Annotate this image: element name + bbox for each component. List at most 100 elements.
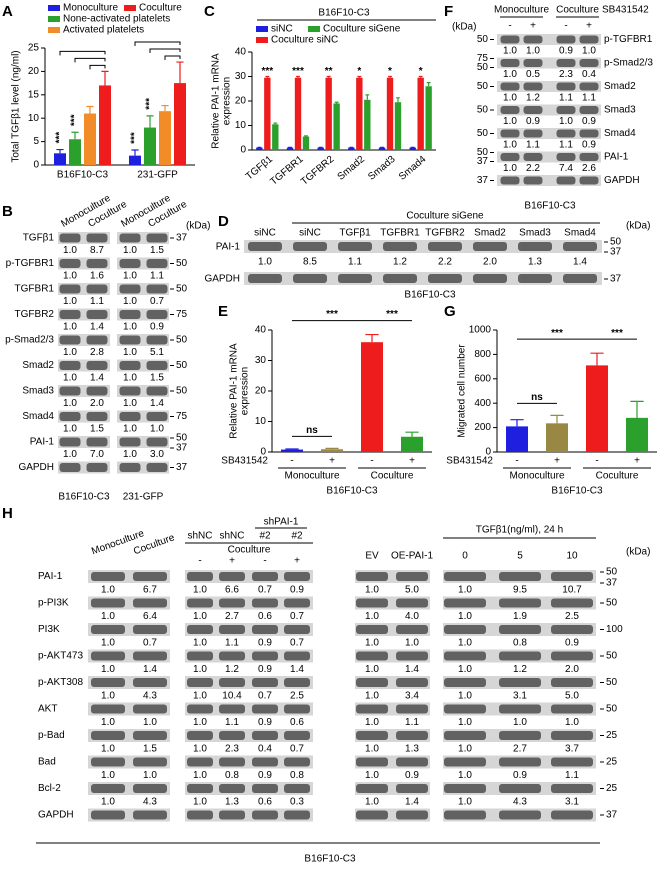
blot-band (356, 651, 388, 661)
quantification: 1.4 (90, 322, 104, 333)
marker-label: 50 (610, 237, 622, 248)
blot-band (59, 259, 81, 268)
quantification: 1.0 (150, 424, 164, 435)
quantification: 0.4 (582, 69, 596, 80)
x-tick-label: 231-GFP (137, 170, 178, 181)
treatment-label: SB431542 (602, 5, 649, 16)
error-bar (56, 148, 64, 154)
group-header: Coculture (556, 5, 599, 16)
quantification: 1.4 (405, 797, 419, 808)
y-tick-label: 25 (28, 43, 40, 54)
bar (54, 153, 66, 165)
quantification: 1.0 (503, 163, 517, 174)
blot-strip (185, 702, 313, 716)
quantification: 1.1 (90, 296, 104, 307)
blot-band (556, 153, 576, 161)
quantification: 2.0 (565, 664, 579, 675)
bar (272, 124, 279, 150)
quantification: 1.0 (63, 245, 77, 256)
blot-band (91, 757, 125, 767)
blot-band (119, 412, 141, 421)
blot-band (500, 59, 520, 67)
significance: *** (611, 328, 623, 339)
quantification: 1.0 (63, 449, 77, 460)
blot-band (563, 242, 597, 251)
quantification: 8.5 (303, 257, 317, 268)
blot-band (556, 129, 576, 138)
quantification: 3.1 (513, 691, 527, 702)
bar (174, 83, 186, 165)
blot-band (444, 598, 486, 608)
blot-band (338, 274, 372, 283)
blot-band (252, 731, 278, 740)
quantification: 1.0 (193, 638, 207, 649)
lane-super: shPAI-1 (264, 517, 299, 528)
bar (364, 99, 371, 150)
blot-band (86, 412, 108, 421)
quantification: 4.3 (143, 797, 157, 808)
significance: * (388, 66, 392, 77)
quantification: 1.0 (63, 373, 77, 384)
bar (294, 77, 302, 150)
marker-label: 50 (176, 386, 188, 397)
blot-footer: B16F10-C3 (524, 201, 576, 212)
blot-band (284, 651, 310, 661)
quantification: 0.5 (526, 69, 540, 80)
blot-band (356, 810, 388, 820)
blot-band (146, 386, 168, 396)
blot-band (219, 598, 245, 608)
blot-band (133, 572, 167, 581)
lane-header: shNC (187, 531, 212, 542)
blot-band (59, 463, 81, 472)
quantification: 1.0 (101, 744, 115, 755)
blot-band (219, 572, 245, 581)
y-tick-label: 5 (33, 136, 39, 147)
quantification: 1.0 (458, 744, 472, 755)
legend-label: Activated platelets (63, 25, 144, 36)
blot-band (579, 176, 599, 185)
blot-band (248, 274, 282, 283)
blot-band (396, 731, 428, 740)
quantification: 4.0 (405, 611, 419, 622)
quantification: 1.0 (258, 257, 272, 268)
blot-strip (185, 676, 313, 689)
quantification: 1.3 (405, 744, 419, 755)
marker-label: 75 (176, 411, 188, 422)
significance: *** (386, 309, 398, 320)
blot-band (551, 731, 593, 740)
marker-label: 37 (610, 274, 622, 285)
blot-band (500, 82, 520, 91)
quantification: 2.7 (225, 611, 239, 622)
quantification: 1.1 (348, 257, 362, 268)
blot-band (579, 59, 599, 67)
blot-band (499, 651, 541, 661)
x-tick-label: Smad3 (366, 154, 398, 183)
y-tick-label: 0 (33, 160, 39, 171)
blot-band (86, 310, 108, 319)
error-bar (296, 75, 300, 78)
bar (325, 77, 332, 150)
blot-band (396, 651, 428, 661)
kda-label: (kDa) (626, 547, 650, 558)
blot-strip (497, 81, 601, 92)
blot-band (556, 59, 576, 67)
error-bar (326, 75, 331, 78)
significance: ** (325, 66, 333, 77)
bar (256, 147, 263, 150)
blot-band (119, 284, 141, 294)
blot-band (499, 704, 541, 714)
row-label: Smad4 (604, 128, 636, 139)
bracket (134, 41, 181, 47)
bar (129, 155, 141, 165)
blot-band (219, 651, 245, 661)
blot-strip (185, 649, 313, 663)
blot-band (59, 284, 81, 294)
group-label: Coculture (596, 471, 639, 482)
legend-swatch (256, 26, 268, 32)
blot-band (119, 361, 141, 370)
quantification: 2.7 (513, 744, 527, 755)
blot-band (444, 757, 486, 767)
x-tick-label: - (595, 456, 598, 467)
quantification: 1.2 (513, 664, 527, 675)
blot-band (91, 598, 125, 608)
